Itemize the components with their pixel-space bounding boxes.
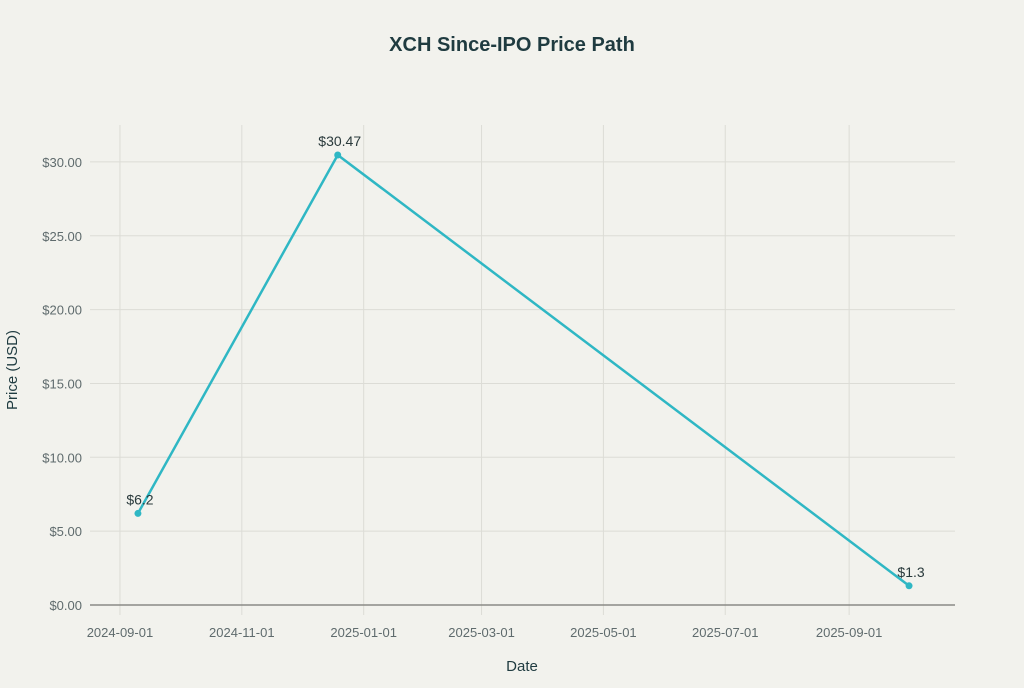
data-label: $6.2: [126, 491, 153, 507]
data-label: $30.47: [318, 133, 361, 149]
price-line: [136, 153, 910, 587]
chart-title: XCH Since-IPO Price Path: [389, 34, 635, 56]
y-tick-label: $20.00: [42, 303, 82, 318]
y-tick-label: $15.00: [42, 376, 82, 391]
y-tick-label: $5.00: [49, 524, 82, 539]
x-tick-label: 2025-07-01: [692, 625, 759, 640]
x-tick-label: 2025-05-01: [570, 625, 637, 640]
y-tick-label: $0.00: [49, 598, 82, 613]
axes: 2024-09-01 2024-11-01 2025-01-01 2025-03-01…: [42, 155, 955, 640]
x-tick-label: 2025-03-01: [448, 625, 515, 640]
grid: [90, 125, 955, 615]
data-point: [334, 151, 342, 159]
x-tick-label: 2024-11-01: [209, 625, 275, 640]
y-tick-label: $30.00: [42, 155, 82, 170]
y-tick-label: $10.00: [42, 450, 82, 465]
y-tick-label: $25.00: [42, 229, 82, 244]
y-axis-label: Price (USD): [4, 330, 21, 410]
x-tick-label: 2025-09-01: [816, 625, 883, 640]
data-point: [134, 509, 142, 517]
x-tick-label: 2025-01-01: [330, 625, 397, 640]
x-axis-label: Date: [506, 658, 538, 675]
data-label: $1.3: [897, 564, 924, 580]
series-line: $6.2 $30.47 $1.3: [126, 133, 925, 590]
x-tick-label: 2024-09-01: [87, 625, 154, 640]
data-point: [905, 582, 913, 590]
